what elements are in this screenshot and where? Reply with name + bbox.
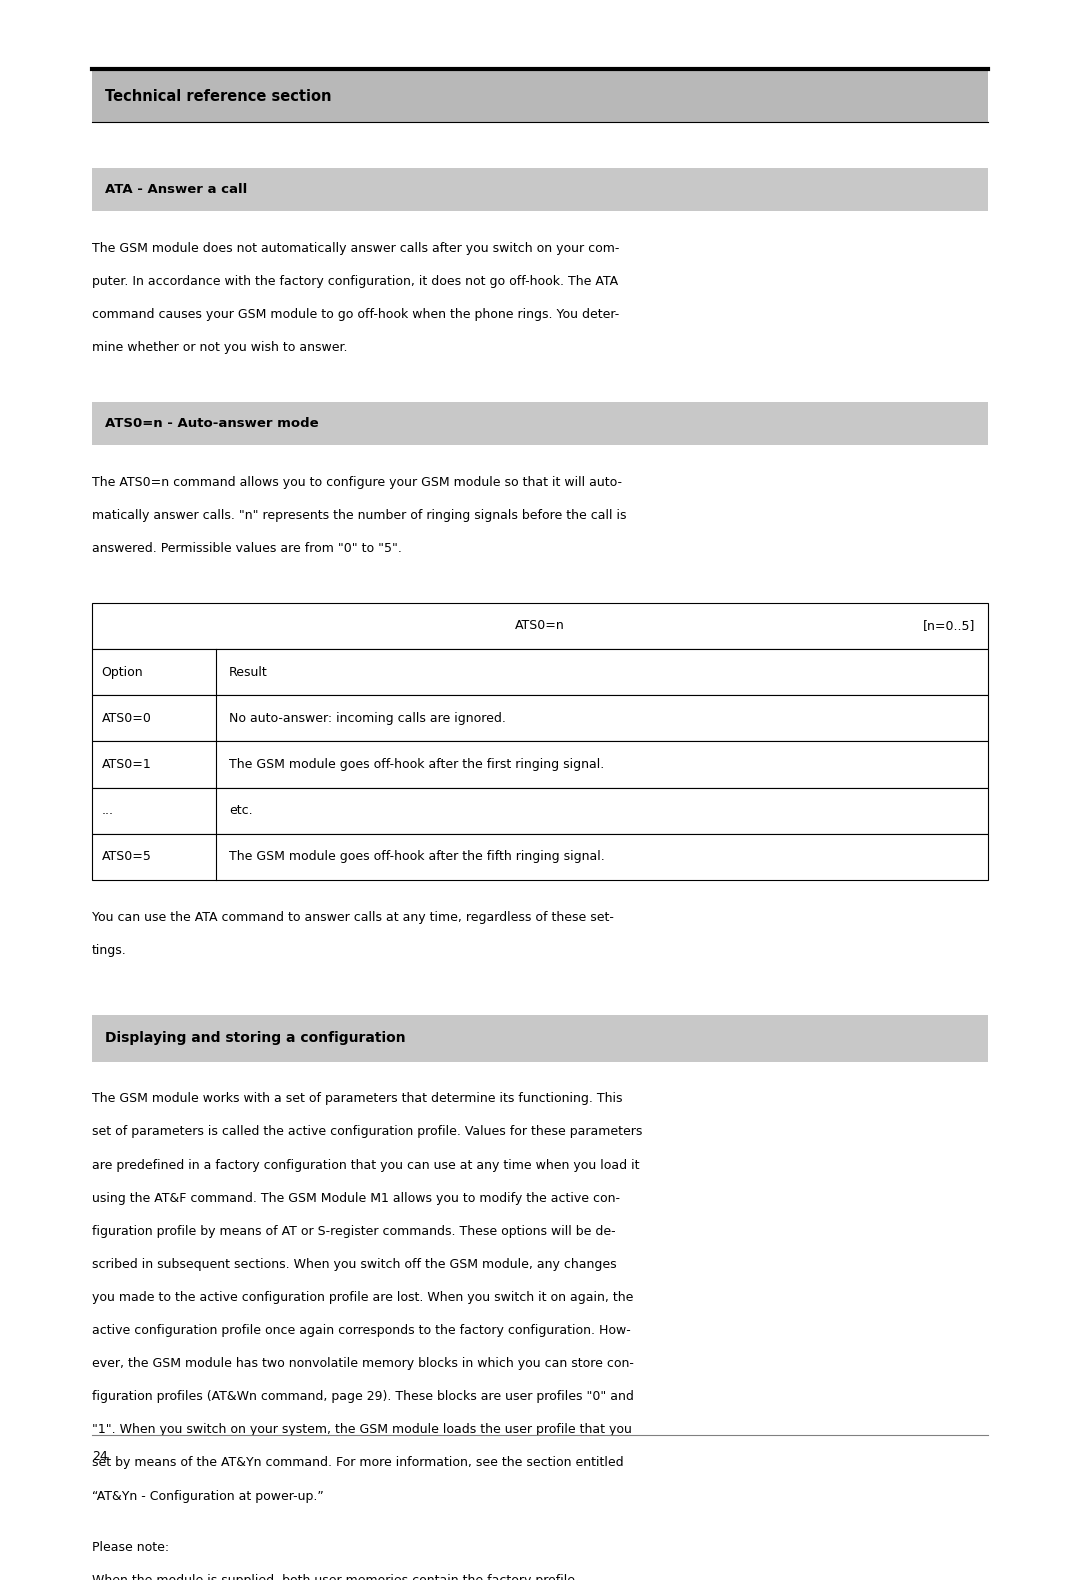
Text: ...: ... <box>102 804 113 817</box>
Text: ATS0=n - Auto-answer mode: ATS0=n - Auto-answer mode <box>105 417 319 430</box>
Text: You can use the ATA command to answer calls at any time, regardless of these set: You can use the ATA command to answer ca… <box>92 910 613 924</box>
Text: The GSM module goes off-hook after the fifth ringing signal.: The GSM module goes off-hook after the f… <box>229 850 605 863</box>
Text: etc.: etc. <box>229 804 253 817</box>
Text: No auto-answer: incoming calls are ignored.: No auto-answer: incoming calls are ignor… <box>229 711 505 725</box>
Text: "1". When you switch on your system, the GSM module loads the user profile that : "1". When you switch on your system, the… <box>92 1424 632 1436</box>
FancyBboxPatch shape <box>92 649 988 695</box>
Text: ATS0=1: ATS0=1 <box>102 758 151 771</box>
FancyBboxPatch shape <box>92 695 988 741</box>
Text: using the AT&F command. The GSM Module M1 allows you to modify the active con-: using the AT&F command. The GSM Module M… <box>92 1191 620 1204</box>
Text: Option: Option <box>102 665 144 678</box>
FancyBboxPatch shape <box>92 787 988 834</box>
Text: The GSM module goes off-hook after the first ringing signal.: The GSM module goes off-hook after the f… <box>229 758 604 771</box>
Text: set by means of the AT&Yn command. For more information, see the section entitle: set by means of the AT&Yn command. For m… <box>92 1457 623 1469</box>
Text: ATS0=5: ATS0=5 <box>102 850 151 863</box>
Text: ATA - Answer a call: ATA - Answer a call <box>105 183 247 196</box>
Text: Result: Result <box>229 665 268 678</box>
FancyBboxPatch shape <box>92 1016 988 1062</box>
Text: are predefined in a factory configuration that you can use at any time when you : are predefined in a factory configuratio… <box>92 1158 639 1171</box>
Text: Please note:: Please note: <box>92 1540 168 1555</box>
FancyBboxPatch shape <box>92 741 988 787</box>
Text: Technical reference section: Technical reference section <box>105 88 332 104</box>
Text: matically answer calls. "n" represents the number of ringing signals before the : matically answer calls. "n" represents t… <box>92 509 626 521</box>
FancyBboxPatch shape <box>92 71 988 122</box>
FancyBboxPatch shape <box>92 401 988 446</box>
FancyBboxPatch shape <box>92 167 988 210</box>
FancyBboxPatch shape <box>92 834 988 880</box>
Text: mine whether or not you wish to answer.: mine whether or not you wish to answer. <box>92 341 348 354</box>
Text: When the module is supplied, both user memories contain the factory profile.: When the module is supplied, both user m… <box>92 1574 579 1580</box>
Text: figuration profiles (AT&Wn command, page 29). These blocks are user profiles "0": figuration profiles (AT&Wn command, page… <box>92 1390 634 1403</box>
Text: you made to the active configuration profile are lost. When you switch it on aga: you made to the active configuration pro… <box>92 1291 633 1304</box>
Text: active configuration profile once again corresponds to the factory configuration: active configuration profile once again … <box>92 1324 631 1337</box>
Text: set of parameters is called the active configuration profile. Values for these p: set of parameters is called the active c… <box>92 1125 643 1139</box>
Text: ATS0=0: ATS0=0 <box>102 711 151 725</box>
Text: figuration profile by means of AT or S-register commands. These options will be : figuration profile by means of AT or S-r… <box>92 1224 616 1237</box>
Text: [n=0..5]: [n=0..5] <box>923 619 975 632</box>
Text: scribed in subsequent sections. When you switch off the GSM module, any changes: scribed in subsequent sections. When you… <box>92 1258 617 1270</box>
Text: The GSM module works with a set of parameters that determine its functioning. Th: The GSM module works with a set of param… <box>92 1092 622 1106</box>
Text: answered. Permissible values are from "0" to "5".: answered. Permissible values are from "0… <box>92 542 402 555</box>
Text: 24: 24 <box>92 1450 108 1463</box>
Text: tings.: tings. <box>92 943 126 957</box>
Text: The GSM module does not automatically answer calls after you switch on your com-: The GSM module does not automatically an… <box>92 242 619 254</box>
Text: “AT&Yn - Configuration at power-up.”: “AT&Yn - Configuration at power-up.” <box>92 1490 324 1503</box>
Text: ever, the GSM module has two nonvolatile memory blocks in which you can store co: ever, the GSM module has two nonvolatile… <box>92 1357 634 1370</box>
Text: Displaying and storing a configuration: Displaying and storing a configuration <box>105 1032 405 1046</box>
Text: The ATS0=n command allows you to configure your GSM module so that it will auto-: The ATS0=n command allows you to configu… <box>92 476 622 488</box>
FancyBboxPatch shape <box>92 602 988 649</box>
Text: ATS0=n: ATS0=n <box>515 619 565 632</box>
Text: puter. In accordance with the factory configuration, it does not go off-hook. Th: puter. In accordance with the factory co… <box>92 275 618 288</box>
Text: command causes your GSM module to go off-hook when the phone rings. You deter-: command causes your GSM module to go off… <box>92 308 619 321</box>
